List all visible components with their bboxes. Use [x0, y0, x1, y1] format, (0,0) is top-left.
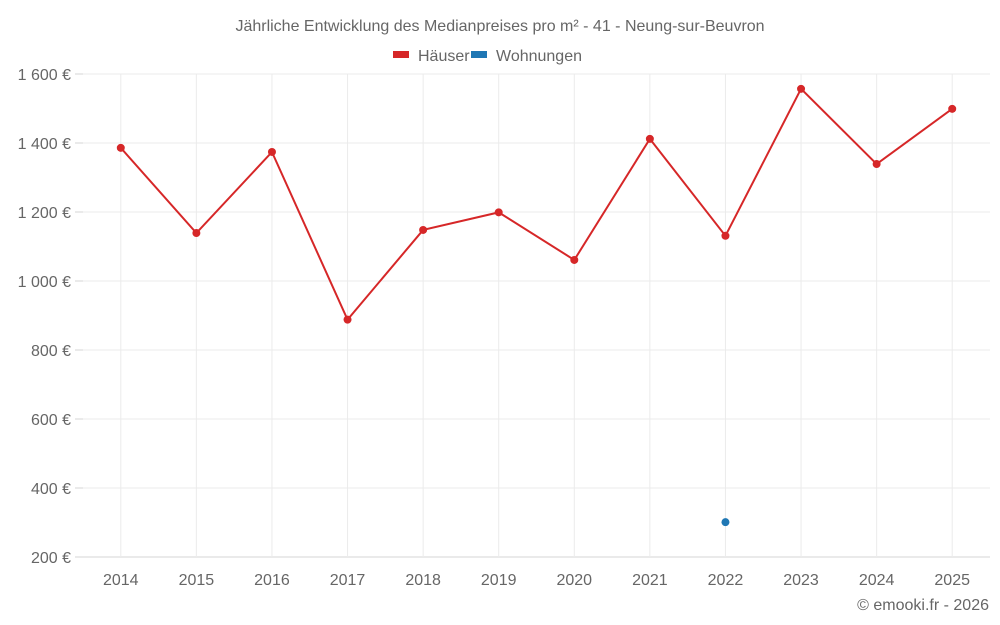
y-tick-label: 800 € — [31, 343, 71, 360]
x-axis: 2014 2015 2016 2017 2018 2019 2020 2021 2022 2023… — [103, 572, 970, 589]
legend-item-häuser[interactable]: Häuser — [393, 48, 470, 65]
series-wohnungen — [721, 518, 730, 527]
series-line — [120, 87, 953, 322]
data-point[interactable] — [192, 229, 201, 238]
x-tick-label: 2020 — [556, 572, 592, 589]
credit-text: © emooki.fr - 2026 — [857, 597, 989, 614]
data-point[interactable] — [267, 147, 276, 156]
data-point[interactable] — [721, 518, 730, 527]
data-point[interactable] — [570, 255, 579, 264]
x-tick-label: 2017 — [330, 572, 366, 589]
x-tick-label: 2016 — [254, 572, 290, 589]
y-tick-label: 200 € — [31, 550, 71, 567]
x-tick-label: 2023 — [783, 572, 819, 589]
y-tick-label: 1 200 € — [18, 205, 71, 222]
legend-swatch — [393, 51, 409, 58]
data-point[interactable] — [872, 160, 881, 169]
series-häuser — [116, 84, 957, 324]
data-point[interactable] — [116, 143, 125, 152]
data-point[interactable] — [721, 231, 730, 240]
data-point[interactable] — [948, 104, 957, 113]
legend-swatch — [471, 51, 487, 58]
series — [116, 84, 957, 527]
x-tick-label: 2021 — [632, 572, 668, 589]
legend-item-wohnungen[interactable]: Wohnungen — [471, 48, 582, 65]
x-tick-label: 2015 — [179, 572, 215, 589]
grid — [83, 73, 990, 558]
legend-label: Wohnungen — [496, 48, 582, 65]
x-tick-label: 2022 — [708, 572, 744, 589]
x-tick-label: 2014 — [103, 572, 139, 589]
data-point[interactable] — [645, 134, 654, 143]
legend-label: Häuser — [418, 48, 470, 65]
y-tick-label: 1 000 € — [18, 274, 71, 291]
x-tick-label: 2018 — [405, 572, 441, 589]
data-point[interactable] — [419, 225, 428, 234]
chart-title: Jährliche Entwicklung des Medianpreises … — [235, 18, 764, 35]
y-axis: 200 € 400 € 600 € 800 € 1 000 € 1 200 € 1 400 … — [18, 67, 83, 567]
x-tick-label: 2019 — [481, 572, 517, 589]
y-tick-label: 400 € — [31, 481, 71, 498]
legend: Häuser Wohnungen — [393, 48, 582, 65]
y-tick-label: 600 € — [31, 412, 71, 429]
x-tick-label: 2024 — [859, 572, 895, 589]
data-point[interactable] — [343, 315, 352, 324]
y-tick-label: 1 400 € — [18, 136, 71, 153]
y-tick-label: 1 600 € — [18, 67, 71, 84]
x-tick-label: 2025 — [934, 572, 970, 589]
data-point[interactable] — [797, 84, 806, 93]
data-point[interactable] — [494, 208, 503, 217]
